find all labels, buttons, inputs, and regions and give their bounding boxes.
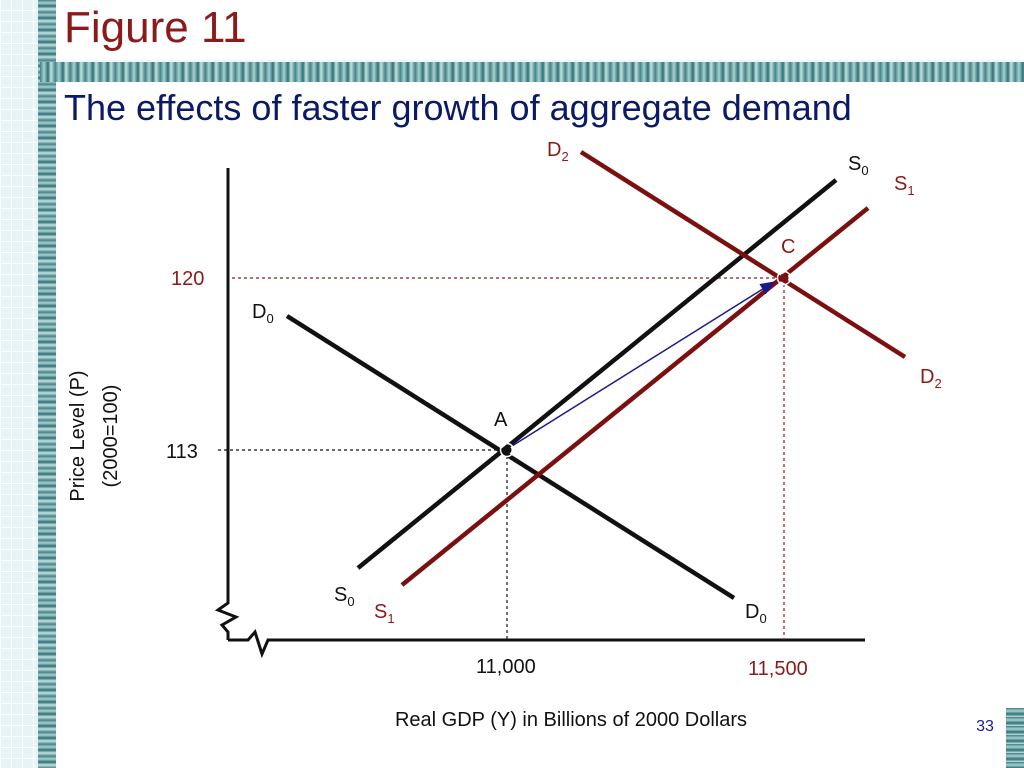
movement-arrow: [511, 281, 776, 447]
top-texture-band: [40, 62, 1024, 82]
label-s0-bottom: S0: [334, 584, 355, 609]
point-a-ring: [499, 442, 515, 458]
x-tick-11000: 11,000: [476, 656, 536, 678]
title-area: [56, 0, 1024, 60]
point-a-label: A: [494, 409, 508, 431]
y-axis: [214, 168, 240, 640]
left-texture-band: [38, 0, 56, 768]
label-d0-top: D0: [252, 301, 274, 326]
label-s1-bottom: S1: [374, 601, 395, 626]
point-c-label: C: [781, 236, 795, 258]
curve-s0: [356, 178, 838, 570]
label-s1-top: S1: [894, 173, 915, 198]
x-tick-11500: 11,500: [748, 658, 808, 680]
y-tick-113: 113: [166, 441, 198, 463]
figure-title: Figure 11: [64, 3, 247, 52]
point-a-dot: [502, 445, 512, 455]
curve-s1: [400, 206, 870, 587]
label-d2-bottom: D2: [920, 366, 942, 391]
curve-d2: [579, 150, 907, 359]
page-number: 33: [976, 718, 994, 735]
curve-d0: [285, 314, 736, 600]
y-axis-label-line2: (2000=100): [100, 385, 122, 488]
point-c-dot: [779, 273, 789, 283]
x-axis: [228, 629, 865, 659]
y-tick-120: 120: [171, 268, 204, 290]
page-corner-inner: [954, 708, 1006, 768]
label-s0-top: S0: [848, 153, 869, 178]
y-axis-label-line1: Price Level (P): [67, 370, 89, 501]
label-d2-top: D2: [547, 139, 569, 164]
x-axis-label: Real GDP (Y) in Billions of 2000 Dollars: [395, 709, 747, 731]
slide-subtitle: The effects of faster growth of aggregat…: [64, 87, 852, 128]
label-d0-bottom: D0: [745, 601, 767, 626]
point-c-ring: [776, 270, 792, 286]
